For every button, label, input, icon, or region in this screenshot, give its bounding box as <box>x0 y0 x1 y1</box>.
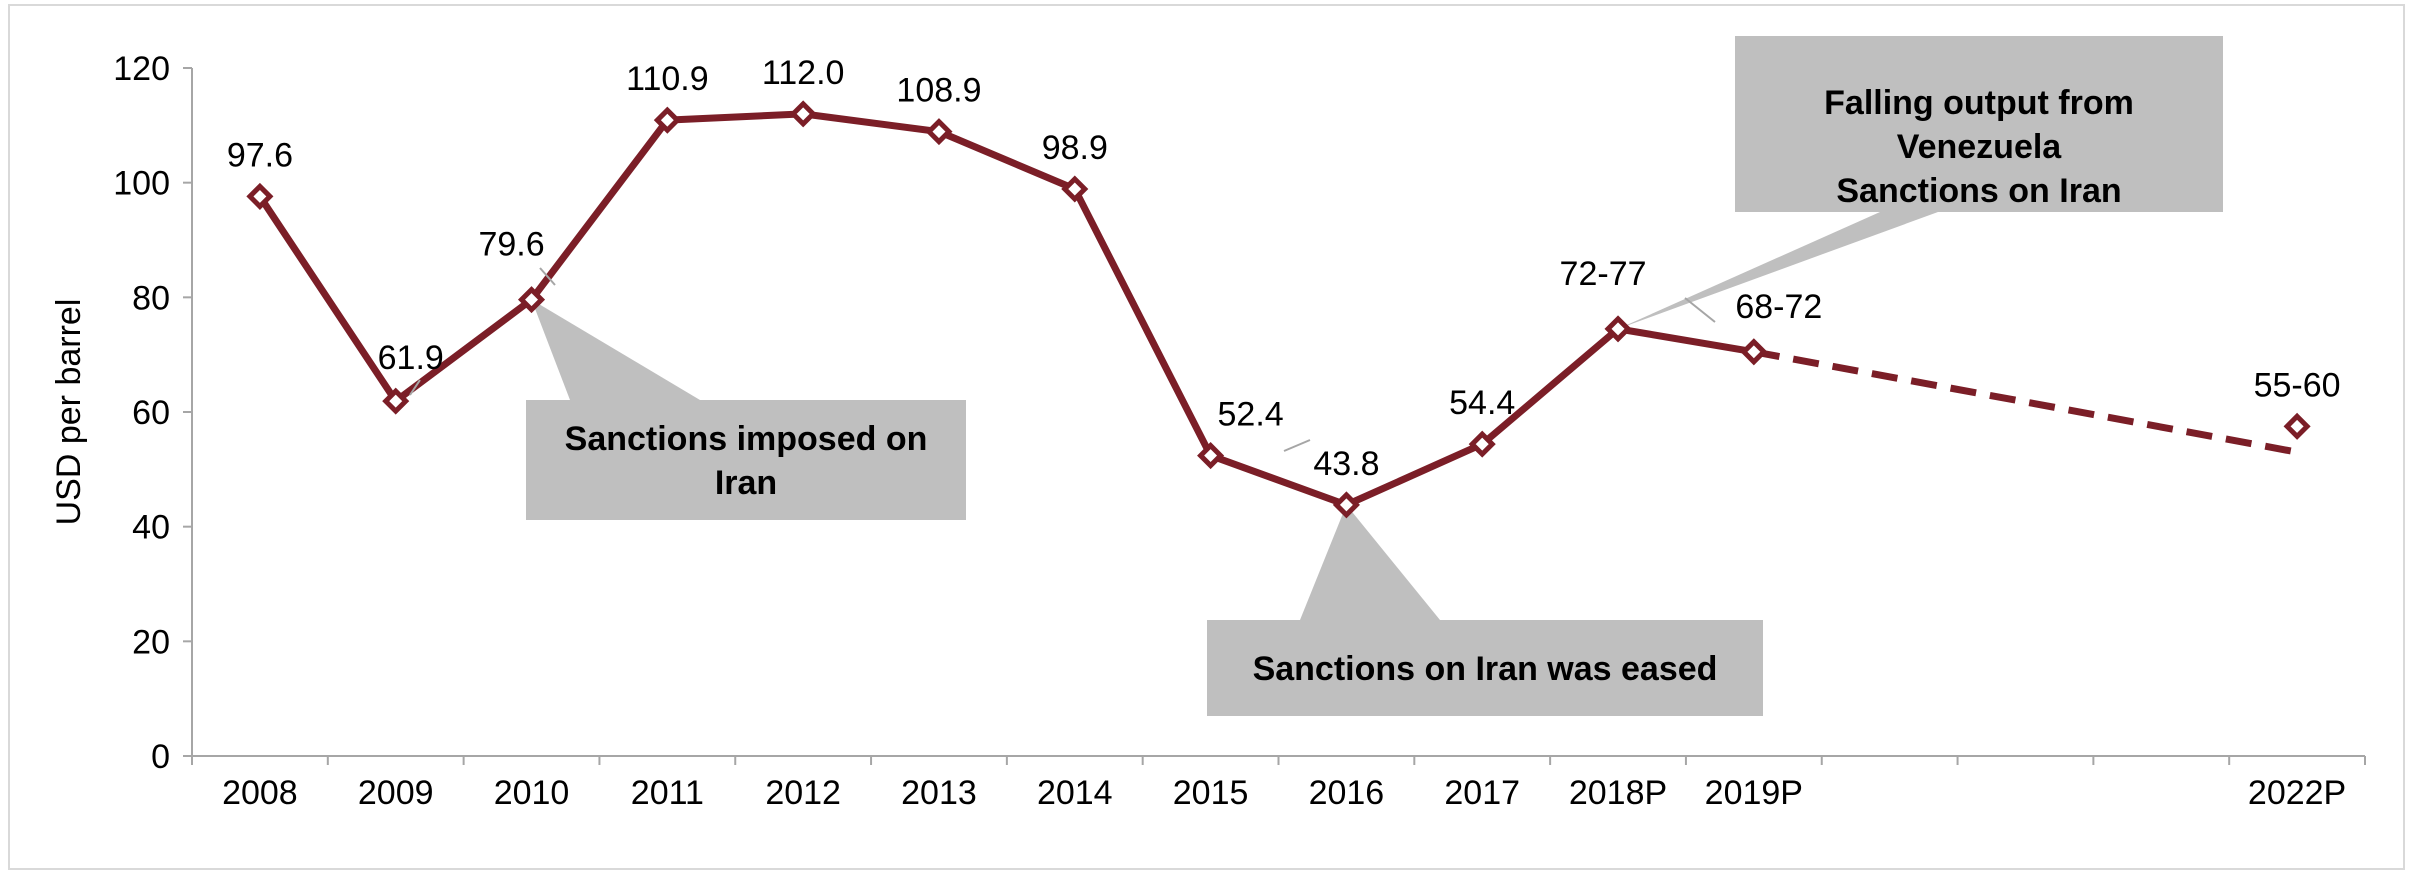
x-tick-label: 2017 <box>1444 774 1520 812</box>
x-tick-label: 2018P <box>1569 774 1667 812</box>
y-tick-label: 20 <box>132 623 170 661</box>
callout-text: Sanctions on Iran <box>1836 172 2121 210</box>
data-point-marker <box>1197 442 1225 470</box>
callout-pointer <box>1300 504 1440 620</box>
data-point-marker <box>2283 412 2311 440</box>
series-markers <box>246 100 2311 519</box>
data-label: 55-60 <box>2254 366 2341 404</box>
x-tick-label: 2022P <box>2248 774 2346 812</box>
data-label-leader <box>409 379 421 396</box>
data-point-marker <box>789 100 817 128</box>
callout-box <box>1735 36 2223 212</box>
data-label-leader <box>1283 439 1311 452</box>
callout-text: Venezuela <box>1897 128 2063 166</box>
y-tick-label: 60 <box>132 394 170 432</box>
callout-text: Iran <box>715 464 777 502</box>
x-tick-label: 2014 <box>1037 774 1113 812</box>
callout-pointer <box>531 299 700 400</box>
data-label: 98.9 <box>1042 129 1108 167</box>
y-tick-label: 40 <box>132 509 170 547</box>
series-line <box>256 110 1755 509</box>
data-label-leader <box>539 267 556 286</box>
axes: 0 20 40 60 80 100 120 2008 2009 2010 2011 2012 2013 2… <box>50 50 2366 812</box>
data-point-marker <box>382 387 410 415</box>
y-tick-label: 120 <box>113 50 170 88</box>
data-point-marker <box>1604 315 1632 343</box>
data-label: 54.4 <box>1449 384 1515 422</box>
y-tick-label: 100 <box>113 165 170 203</box>
data-label: 61.9 <box>378 339 444 377</box>
data-label-leader <box>1684 297 1716 323</box>
callout-text: Sanctions imposed on <box>565 420 928 458</box>
data-point-marker <box>1740 338 1768 366</box>
data-label: 68-72 <box>1735 288 1822 326</box>
callout-box <box>1207 620 1763 716</box>
annotation-callouts: Sanctions imposed on Iran Sanctions on Ira… <box>526 36 2223 716</box>
x-tick-label: 2011 <box>631 774 704 812</box>
callout-pointer <box>1618 212 1938 329</box>
callout-text: Falling output from <box>1824 84 2134 122</box>
data-point-marker <box>1061 175 1089 203</box>
data-label: 110.9 <box>626 60 709 98</box>
data-label: 108.9 <box>896 72 981 110</box>
x-tick-label: 2008 <box>222 774 298 812</box>
data-label: 79.6 <box>478 226 544 264</box>
data-label: 112.0 <box>762 54 845 92</box>
data-point-marker <box>925 118 953 146</box>
y-tick-label: 0 <box>151 738 170 776</box>
series-lines <box>256 110 2298 509</box>
data-point-marker <box>517 286 546 314</box>
data-labels: 97.6 61.9 79.6 110.9 112.0 108.9 98.9 52.4 43.8 5… <box>227 54 2341 483</box>
y-axis-title: USD per barrel <box>50 299 88 526</box>
projection-line <box>1753 348 2298 456</box>
data-point-marker <box>653 106 681 134</box>
data-label: 97.6 <box>227 136 293 174</box>
data-point-marker <box>1468 430 1496 458</box>
x-tick-label: 2016 <box>1309 774 1385 812</box>
data-label: 43.8 <box>1313 445 1379 483</box>
x-tick-label: 2019P <box>1705 774 1803 812</box>
x-tick-label: 2009 <box>358 774 434 812</box>
x-tick-label: 2010 <box>494 774 570 812</box>
callout-box <box>526 400 966 520</box>
data-label: 72-77 <box>1560 255 1647 293</box>
y-tick-label: 80 <box>132 279 170 317</box>
x-tick-label: 2012 <box>765 774 841 812</box>
data-point-marker <box>1332 491 1360 519</box>
x-tick-label: 2013 <box>901 774 977 812</box>
callout-text: Sanctions on Iran was eased <box>1253 650 1718 688</box>
data-point-marker <box>246 182 274 210</box>
data-label: 52.4 <box>1218 396 1284 434</box>
x-tick-label: 2015 <box>1173 774 1249 812</box>
